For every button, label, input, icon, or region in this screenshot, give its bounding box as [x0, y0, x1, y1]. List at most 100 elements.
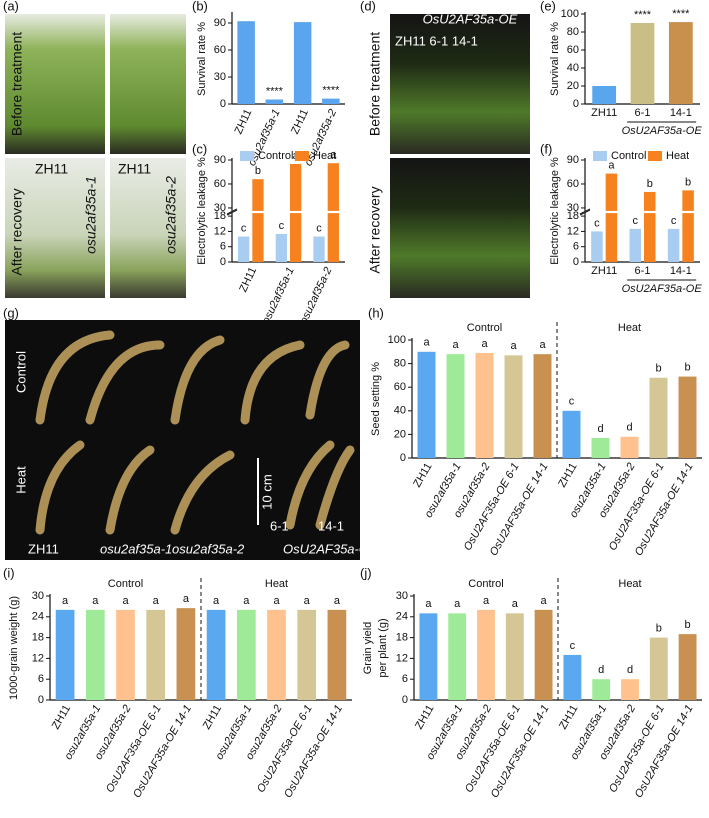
y-tick-label: 30 [214, 71, 226, 83]
bar [116, 609, 135, 700]
legend-label: Control [258, 150, 293, 162]
significance-stars: **** [266, 85, 284, 97]
y-tick-label: 0 [38, 694, 44, 706]
y-axis-label: Grain yield [362, 622, 374, 675]
x-tick-label: 6-1 [635, 265, 651, 277]
y-tick-label: 12 [32, 652, 44, 664]
y-tick-label: 100 [388, 334, 406, 346]
y-tick-label: 60 [567, 178, 579, 190]
group-label: Heat [265, 578, 288, 590]
panel-label: (h) [368, 305, 384, 320]
significance-letter: a [454, 598, 461, 610]
photo-label: OsU2AF35a-OE [283, 541, 378, 556]
photo [110, 14, 186, 154]
category-group-label: OsU2AF35a-OE [622, 125, 703, 137]
significance-stars: **** [634, 9, 652, 21]
significance-letter: a [304, 595, 311, 607]
y-tick-label: 18 [396, 632, 408, 644]
x-tick-label: OsU2AF35a-OE 14-1 [131, 703, 194, 800]
photo-label: ZH11 [28, 541, 59, 556]
bar [477, 609, 495, 700]
significance-letter: a [273, 595, 280, 607]
significance-letter: c [633, 215, 639, 227]
x-tick-label: OsU2AF35a-OE 14-1 [488, 461, 551, 558]
legend-label: Heat [666, 150, 689, 162]
bar [297, 609, 317, 700]
photo-label: 14-1 [318, 518, 344, 533]
bar [605, 173, 618, 262]
panel-label: (a) [3, 0, 19, 13]
group-label: Heat [618, 578, 641, 590]
bar [591, 437, 610, 458]
bar [649, 377, 668, 458]
significance-letter: d [627, 664, 633, 676]
y-tick-label: 90 [214, 17, 226, 29]
photo-label: osu2af35a-1 [100, 541, 172, 556]
bar [85, 609, 105, 700]
bar [176, 608, 196, 700]
group-label: Control [468, 578, 503, 590]
panel-label: (j) [360, 565, 372, 580]
bar [206, 609, 226, 700]
y-tick-label: 24 [32, 611, 44, 623]
bar [668, 22, 693, 105]
y-tick-label: 90 [214, 154, 226, 166]
significance-letter: b [684, 361, 690, 373]
bar [446, 354, 465, 458]
photo-label: After recovery [9, 188, 25, 275]
x-tick-label: osu2af35a-1 [260, 265, 297, 326]
significance-letter: c [569, 396, 575, 408]
significance-letter: b [685, 619, 691, 631]
y-tick-label: 30 [32, 590, 44, 602]
bar [649, 637, 668, 700]
bar [293, 22, 312, 105]
x-tick-label: ZH11 [557, 703, 580, 732]
y-tick-label: 0 [573, 256, 579, 268]
photo-label: Control [13, 351, 28, 393]
significance-stars: **** [322, 85, 340, 97]
bar [562, 410, 581, 458]
y-tick-label: 0 [400, 452, 406, 464]
y-tick-label: 20 [567, 80, 579, 92]
y-tick-label: 0 [402, 694, 408, 706]
bar [563, 654, 582, 700]
y-tick-label: 80 [567, 26, 579, 38]
y-tick-label: 6 [38, 673, 44, 685]
bar [237, 21, 255, 105]
significance-letter: a [153, 595, 160, 607]
y-tick-label: 40 [567, 62, 579, 74]
y-axis-label: Survival rate % [196, 22, 208, 96]
significance-letter: a [213, 595, 220, 607]
photo [390, 14, 530, 154]
photo-label: osu2af35a-2 [163, 176, 179, 254]
y-axis-label: per plant (g) [377, 618, 389, 677]
group-label: Control [108, 578, 143, 590]
group-label: Control [467, 322, 502, 334]
significance-letter: a [483, 595, 490, 607]
x-tick-label: OsU2AF35a-OE 14-1 [633, 461, 696, 558]
bar [417, 351, 436, 458]
y-tick-label: 90 [567, 154, 579, 166]
bar [592, 86, 617, 104]
x-tick-label: OsU2AF35a-OE 14-1 [282, 703, 345, 800]
bar [322, 98, 340, 104]
panel-label: (i) [3, 565, 15, 580]
category-group-label: OsU2AF35a-OE [622, 283, 703, 295]
panel-label: (d) [360, 0, 376, 13]
photo [5, 320, 360, 560]
x-tick-label: ZH11 [233, 107, 255, 136]
bar [591, 231, 603, 262]
y-tick-label: 6 [402, 673, 408, 685]
x-tick-label: ZH11 [201, 703, 224, 732]
y-axis-label: Survival rate % [549, 22, 561, 96]
bar [644, 191, 656, 262]
significance-letter: d [626, 422, 632, 434]
y-tick-label: 18 [567, 210, 579, 222]
panel-label: (e) [540, 0, 556, 13]
axis-break [579, 210, 700, 214]
significance-letter: a [92, 595, 99, 607]
bar [275, 233, 287, 262]
bar [327, 609, 347, 700]
significance-letter: a [608, 159, 615, 171]
